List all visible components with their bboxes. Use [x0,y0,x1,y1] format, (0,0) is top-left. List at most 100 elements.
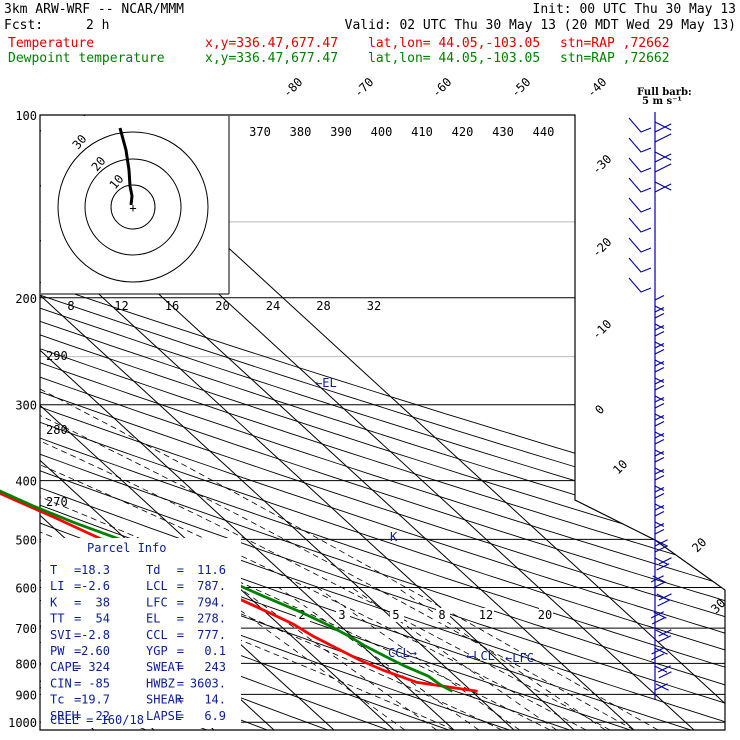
pressure-tick-label: 800 [15,657,37,671]
parcel-value: 18.3 [81,563,110,577]
wind-barb [628,117,652,133]
wind-barb [650,575,664,583]
isotherm-label: 10 [610,457,630,477]
moist-adiabat [40,297,503,730]
pressure-tick-label: 700 [15,622,37,636]
wind-barb [654,349,665,355]
wind-barb [654,133,672,143]
parcel-eq: = [74,644,81,658]
wind-barb [654,521,665,527]
mixing-ratio-line [316,587,520,730]
isotherm-label: -60 [429,75,454,100]
moist-adiabat [40,297,635,730]
kts-tick: 32 [367,299,381,313]
parcel-value: 2.60 [81,644,110,658]
legend-temperature: Temperature [8,36,95,51]
wind-barb [654,377,665,383]
parcel-key: SWEAT [146,660,182,674]
parcel-eq: = [177,644,184,658]
el-marker: ←EL [315,376,337,390]
valid-time: Valid: 02 UTC Thu 30 May 13 (20 MDT Wed … [344,18,736,33]
wind-barb [654,449,665,455]
barb-legend-value: 5 m s⁻¹ [642,96,682,107]
hodograph-ring [110,184,156,230]
parcel-key: CCL [146,628,168,642]
parcel-key: SVI [50,628,72,642]
pressure-tick-label: 600 [15,581,37,595]
parcel-eq: = [74,579,81,593]
theta-label: 420 [452,125,474,139]
parcel-value: -85 [88,676,110,690]
wind-barb [628,137,652,153]
dry-adiabat [40,115,725,730]
hodograph-ring [57,131,209,283]
parcel-key: Tc [50,693,64,707]
parcel-key: T [50,563,57,577]
parcel-value: 54 [96,612,110,626]
hodograph-bg [41,116,229,294]
mixing-ratio-label: 2 [298,608,305,622]
parcel-value: 6.9 [204,709,226,723]
wind-barb [654,415,665,421]
wind-barb [651,617,665,625]
isotherm-label: -50 [508,75,533,100]
hodograph-ring [84,158,182,256]
parcel-value: 787. [197,579,226,593]
wind-barb [654,305,665,311]
parcel-key: LCL [146,579,168,593]
parcel-eq: = [177,612,184,626]
parcel-eq: = [74,709,81,723]
isotherm-line [40,115,395,730]
isotherm-label: -40 [584,75,609,100]
wind-barb [656,593,670,601]
wind-barb [654,439,665,445]
wind-barb [628,177,652,193]
parcel-eq: = [74,628,81,642]
parcel-value: -2.6 [81,579,110,593]
pressure-tick-label: 100 [15,109,37,123]
dry-adiabat [40,115,725,730]
wind-barb [658,635,672,643]
parcel-panel-bg [41,538,241,728]
dry-adiabat [40,115,725,730]
wind-barb [654,523,665,529]
dry-adiabat [40,115,449,730]
dry-adiabat [40,115,725,730]
wind-barb [654,493,665,499]
wind-barb [654,647,668,655]
parcel-eq: = [177,579,184,593]
temperature-profile [0,491,478,693]
parcel-value: 14. [204,693,226,707]
wind-barb [658,629,672,637]
wind-barb [657,665,671,673]
parcel-key: Td [146,563,160,577]
pressure-tick-label: 300 [15,399,37,413]
moist-adiabat [40,297,587,730]
wind-barb [654,121,672,131]
lfc-marker: ←LFC [505,651,534,665]
forecast-label: Fcst: [4,18,44,33]
isotherm-line [40,115,455,730]
parcel-key: EL [146,612,160,626]
theta-label: 370 [249,125,271,139]
moist-adiabat [40,297,659,730]
legend-dewpoint: Dewpoint temperature [8,51,165,66]
hodograph-center: + [129,201,136,215]
hodograph-trace [118,127,134,206]
parcel-key: YGP [146,644,168,658]
parcel-eq: = [177,676,184,690]
wind-barb [654,153,672,163]
label-bg [539,608,553,622]
isotherm-line [0,115,34,730]
parcel-eq: = [177,709,184,723]
theta-label: 430 [492,125,514,139]
wind-barb [654,665,668,673]
wind-barb [654,545,668,553]
label-bg [390,608,404,622]
wind-barb [628,237,652,253]
isotherm-label: 20 [689,535,709,555]
label-bg [480,608,494,622]
wind-barb [654,331,665,337]
